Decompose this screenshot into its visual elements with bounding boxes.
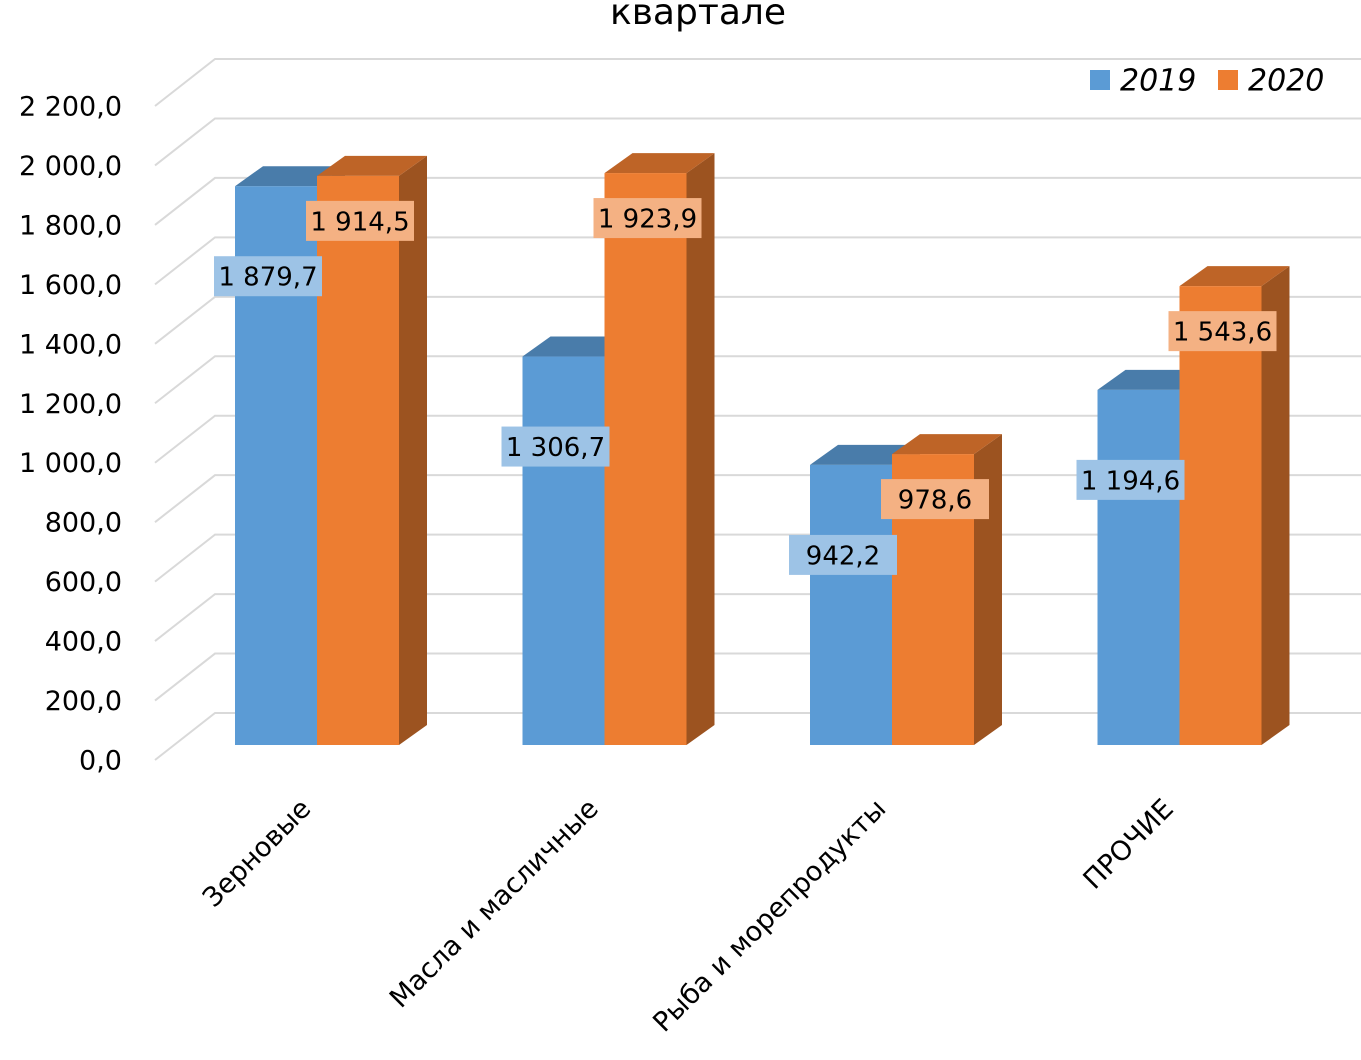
legend-label: 2020 — [1248, 64, 1324, 99]
data-label-box — [789, 534, 897, 575]
data-label-box — [214, 256, 322, 297]
grid-line — [154, 295, 1361, 345]
data-label-box — [306, 200, 414, 241]
bar — [1179, 266, 1290, 745]
y-tick-label: 1 000,0 — [19, 448, 122, 479]
bar-front — [317, 175, 399, 746]
bar — [317, 155, 427, 746]
bar-front — [810, 464, 892, 745]
data-label: 1 543,6 — [1173, 318, 1272, 348]
bar-top — [604, 153, 715, 174]
data-label-box — [1168, 311, 1277, 352]
data-label: 1 306,7 — [506, 433, 605, 463]
bar — [604, 153, 715, 745]
y-tick-label: 1 400,0 — [19, 329, 122, 360]
bar-side — [686, 153, 715, 745]
data-label: 1 923,9 — [598, 205, 697, 235]
data-label: 942,2 — [806, 541, 880, 571]
data-label: 978,6 — [898, 486, 972, 516]
bar-top — [892, 434, 1002, 455]
x-tick-label: ПРОЧИЕ — [1077, 793, 1179, 895]
grid-line — [154, 117, 1361, 167]
legend-swatch — [1090, 70, 1110, 90]
grid-line — [154, 58, 1361, 107]
x-tick-label: Масла и масличные — [384, 793, 605, 1014]
y-tick-label: 1 600,0 — [19, 270, 122, 301]
grid-line — [154, 176, 1361, 226]
x-tick-label: Зерновые — [197, 793, 317, 913]
y-tick-label: 400,0 — [45, 627, 122, 658]
x-tick-label: Рыба и морепродукты — [647, 793, 892, 1038]
grid-line — [154, 355, 1361, 405]
data-label-box — [881, 479, 989, 520]
y-tick-label: 1 200,0 — [19, 389, 122, 420]
y-tick-label: 2 000,0 — [19, 151, 122, 182]
data-label: 1 879,7 — [218, 263, 317, 293]
data-label-box — [1076, 459, 1185, 500]
chart-title: квартале — [610, 0, 786, 33]
grid-line — [154, 236, 1361, 286]
bar-front — [1097, 389, 1180, 745]
bar-front — [1179, 286, 1262, 745]
legend-swatch — [1218, 70, 1238, 90]
bar-top — [1179, 266, 1290, 287]
bar-front — [604, 173, 687, 745]
y-tick-label: 600,0 — [45, 567, 122, 598]
legend-label: 2019 — [1120, 64, 1196, 99]
bar-front — [522, 356, 605, 745]
bar-side — [399, 155, 427, 746]
y-tick-label: 200,0 — [45, 686, 122, 717]
bar-top — [317, 155, 427, 176]
data-label-box — [501, 426, 610, 467]
y-tick-label: 0,0 — [79, 746, 122, 777]
data-label: 1 194,6 — [1081, 466, 1180, 496]
y-tick-label: 800,0 — [45, 508, 122, 539]
grid-line — [154, 414, 1361, 464]
data-label: 1 914,5 — [310, 207, 409, 237]
bar-side — [1261, 266, 1290, 745]
data-label-box — [593, 198, 702, 239]
y-tick-label: 1 800,0 — [19, 210, 122, 241]
y-tick-label: 2 200,0 — [19, 92, 122, 123]
